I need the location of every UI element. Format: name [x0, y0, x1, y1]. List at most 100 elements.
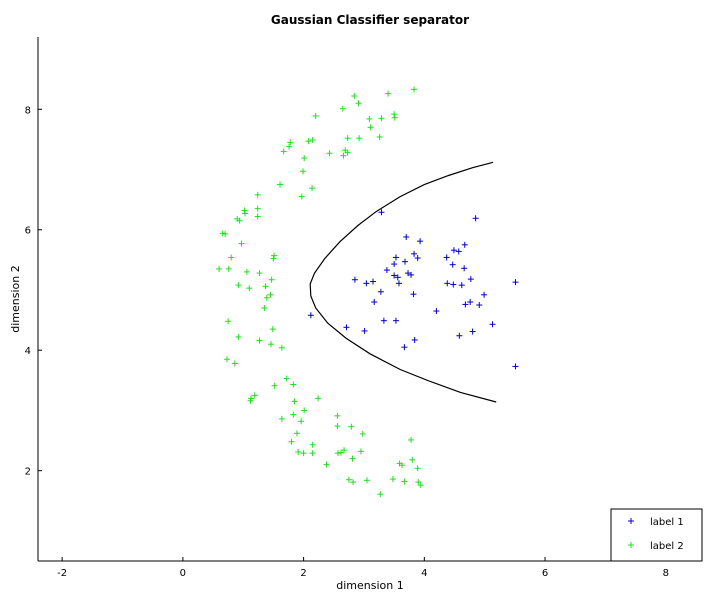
data-point-label-1	[380, 317, 387, 324]
data-point-label-2	[216, 265, 223, 272]
data-point-label-2	[298, 418, 305, 425]
legend-plus-icon	[628, 542, 634, 548]
data-point-label-2	[277, 181, 284, 188]
legend-marker-label-1	[628, 518, 634, 524]
data-point-label-2	[366, 115, 373, 122]
data-point-label-2	[401, 478, 408, 485]
data-point-label-2	[295, 448, 302, 455]
data-point-label-2	[359, 430, 366, 437]
data-point-label-2	[268, 341, 275, 348]
data-point-label-2	[223, 356, 230, 363]
data-point-label-1	[401, 344, 408, 351]
data-point-label-2	[357, 448, 364, 455]
data-point-label-1	[467, 299, 474, 306]
data-point-label-1	[394, 274, 401, 281]
data-point-label-2	[241, 207, 248, 214]
legend-plus-icon	[628, 518, 634, 524]
data-point-label-1	[392, 254, 399, 261]
data-point-label-2	[267, 291, 274, 298]
x-tick-label: 0	[180, 568, 186, 579]
data-point-label-2	[280, 148, 287, 155]
data-point-label-1	[472, 215, 479, 222]
data-point-label-1	[410, 291, 417, 298]
data-point-label-2	[334, 423, 341, 430]
data-point-label-2	[396, 460, 403, 467]
data-point-label-2	[271, 252, 278, 259]
data-point-label-2	[409, 456, 416, 463]
data-point-label-2	[291, 398, 298, 405]
data-point-label-2	[335, 450, 342, 457]
legend-box	[610, 508, 703, 562]
data-point-label-2	[256, 270, 263, 277]
data-point-label-2	[338, 449, 345, 456]
data-point-label-2	[349, 455, 356, 462]
data-point-label-2	[417, 482, 424, 489]
data-point-label-1	[443, 254, 450, 261]
data-point-label-2	[351, 93, 358, 100]
data-point-label-1	[411, 336, 418, 343]
data-point-label-2	[256, 337, 263, 344]
x-tick-label: 2	[300, 568, 306, 579]
data-point-label-1	[458, 282, 465, 289]
data-point-label-1	[444, 280, 451, 287]
data-point-label-2	[309, 136, 316, 143]
data-point-label-1	[461, 265, 468, 272]
data-point-label-2	[312, 112, 319, 119]
data-point-label-2	[391, 114, 398, 121]
data-point-label-1	[395, 280, 402, 287]
data-point-label-2	[278, 344, 285, 351]
data-point-label-1	[392, 317, 399, 324]
x-axis-label: dimension 1	[336, 579, 403, 592]
legend-label-2: label 2	[650, 541, 684, 552]
data-point-label-1	[361, 327, 368, 334]
data-point-label-1	[307, 312, 314, 319]
data-point-label-2	[269, 326, 276, 333]
data-point-label-1	[403, 233, 410, 240]
data-point-label-2	[376, 133, 383, 140]
data-point-label-2	[414, 465, 421, 472]
data-point-label-1	[378, 209, 385, 216]
data-point-label-2	[293, 430, 300, 437]
data-point-label-2	[363, 477, 370, 484]
data-point-label-2	[247, 397, 254, 404]
data-point-label-1	[489, 321, 496, 328]
data-point-label-2	[309, 185, 316, 192]
data-point-label-2	[290, 381, 297, 388]
y-tick-label: 4	[25, 346, 31, 357]
data-point-label-2	[301, 155, 308, 162]
data-point-label-2	[243, 268, 250, 275]
data-point-label-1	[343, 324, 350, 331]
y-tick-label: 2	[25, 467, 31, 478]
x-tick-label: 6	[542, 568, 548, 579]
data-point-label-2	[348, 423, 355, 430]
data-point-label-1	[450, 247, 457, 254]
data-point-label-2	[391, 111, 398, 118]
data-point-label-2	[251, 392, 258, 399]
y-tick-label: 6	[25, 226, 31, 237]
data-point-label-2	[222, 230, 229, 237]
data-point-label-2	[367, 124, 374, 131]
data-point-label-2	[235, 282, 242, 289]
data-point-label-1	[414, 255, 421, 262]
data-point-label-2	[341, 447, 348, 454]
data-point-label-1	[363, 280, 370, 287]
data-point-label-2	[309, 450, 316, 457]
legend: label 1 label 2	[610, 508, 703, 562]
data-point-label-2	[344, 149, 351, 156]
data-point-label-2	[340, 152, 347, 159]
data-point-label-2	[323, 461, 330, 468]
data-point-label-2	[287, 139, 294, 146]
data-point-label-2	[345, 476, 352, 483]
y-tick-label: 8	[25, 105, 31, 116]
data-point-label-2	[270, 255, 277, 262]
data-point-label-1	[512, 363, 519, 370]
data-point-label-2	[242, 210, 249, 217]
data-point-label-1	[462, 301, 469, 308]
data-point-label-2	[261, 305, 268, 312]
data-point-label-2	[377, 491, 384, 498]
data-point-label-2	[315, 395, 322, 402]
data-point-label-1	[351, 276, 358, 283]
data-point-label-1	[370, 278, 377, 285]
data-point-label-2	[246, 285, 253, 292]
